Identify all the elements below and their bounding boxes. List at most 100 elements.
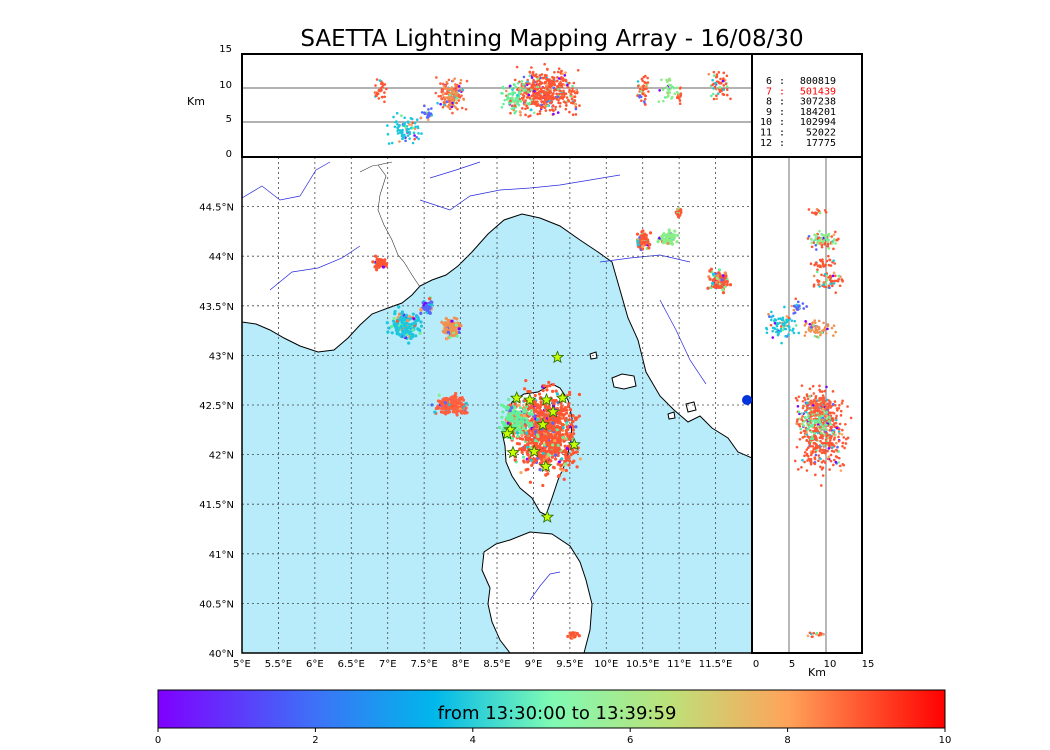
lightning-source-lon-alt [711,78,714,82]
lightning-source-alt-lat [807,427,810,431]
lightning-source-alt-lat [815,248,818,251]
lightning-source [550,455,554,459]
lightning-source-alt-lat [778,321,782,325]
lightning-source [640,235,644,239]
lightning-source-alt-lat [833,400,837,403]
lma-station-star [539,392,554,406]
lightning-source-lon-alt [542,90,546,93]
lightning-source-alt-lat [826,402,829,406]
lightning-source-lon-alt [573,99,576,102]
lightning-source-lon-alt [392,115,395,119]
lma-station-star [527,444,541,458]
lightning-source-alt-lat [817,280,821,283]
lightning-source [508,417,512,421]
lightning-source [553,434,557,438]
lightning-source [563,463,567,467]
lightning-source-alt-lat [816,331,819,334]
lat-tick-label: 44.5°N [199,203,234,214]
station-count-value: 17775 [806,138,836,149]
lon-tick-label: 5°E [233,659,251,670]
lightning-source-alt-lat [822,444,826,447]
lightning-source [430,303,434,307]
lightning-source-alt-lat [811,451,814,455]
lightning-source-lon-alt [396,132,400,135]
lightning-source [535,418,540,422]
lightning-source-alt-lat [821,262,825,266]
lightning-source [381,265,386,269]
lightning-source [555,392,560,396]
lightning-source [385,321,389,325]
lightning-source [517,411,521,416]
lightning-source-lon-alt [524,88,528,92]
lightning-source [536,433,540,437]
lightning-source-lon-alt [522,96,525,99]
lightning-source [539,402,544,406]
lightning-source-alt-lat [811,401,814,405]
lightning-source [708,269,712,273]
lightning-source-alt-lat [832,438,836,441]
lightning-source [566,634,570,639]
lightning-source-alt-lat [810,245,814,249]
lightning-source-lon-alt [513,111,517,115]
station-count-rows: 6: 800819 7: 501439 8: 307238 9: 184201 10: 10299… [760,76,836,149]
lightning-source [520,430,524,435]
lightning-source [427,297,432,301]
lightning-source [543,446,547,450]
lightning-source-alt-lat [804,319,807,323]
lightning-source [722,280,727,284]
lightning-source [536,403,540,407]
lightning-source [450,322,455,326]
lightning-source-alt-lat [806,634,810,638]
lightning-source-lon-alt [729,97,732,101]
lightning-source [641,245,645,249]
lightning-source [455,317,459,321]
lightning-source-lon-alt [383,100,386,104]
lightning-source-lon-alt [533,83,536,87]
lightning-source-lon-alt [540,100,543,103]
lightning-source [408,317,412,321]
lightning-source-alt-lat [805,469,809,472]
lightning-source-lon-alt [722,84,726,87]
lightning-source-alt-lat [828,468,831,471]
sardinia-island [481,531,593,653]
lightning-source [464,401,468,406]
lightning-source-alt-lat [817,399,821,402]
lightning-source-alt-lat [819,241,823,245]
latitude-vs-altitude-panel[interactable]: 0 5 10 15 Km [742,156,874,679]
lightning-source [448,323,452,327]
station-count-value: 102994 [800,117,836,128]
lightning-source-lon-alt [403,123,406,126]
lightning-source-lon-alt [513,78,517,82]
lightning-source-alt-lat [795,445,799,449]
station-number: 7 [766,86,772,97]
station-separator: : [779,128,785,139]
lightning-source-lon-alt [380,82,383,86]
lightning-source-alt-lat [817,325,821,329]
side-panel-frame [751,156,863,654]
lightning-source-alt-lat [794,324,798,327]
lightning-source-lon-alt [678,99,682,102]
lightning-source [446,406,451,410]
lightning-source-lon-alt [394,120,397,124]
lightning-source-lon-alt [419,116,423,120]
plan-view-map[interactable] [241,156,753,654]
lightning-source-lon-alt [517,88,521,91]
lightning-source [531,431,535,436]
lightning-source [577,414,581,418]
lightning-source [717,271,721,275]
lightning-source [568,459,572,463]
lightning-source-lon-alt [640,99,643,103]
lightning-source-lon-alt [556,88,560,91]
lightning-source-alt-lat [805,305,808,308]
lightning-source-alt-lat [803,450,807,454]
lightning-source [414,334,418,338]
altitude-vs-longitude-panel[interactable]: Km 0 5 10 15 [187,44,753,160]
lightning-source-lon-alt [441,93,445,96]
lightning-source [565,422,569,426]
lightning-source-alt-lat [841,462,845,466]
lightning-source-lon-alt [542,92,546,96]
lightning-source [536,411,540,415]
lightning-source-lon-alt [556,76,559,79]
lightning-source-lon-alt [710,94,713,98]
lightning-source-lon-alt [515,102,519,105]
